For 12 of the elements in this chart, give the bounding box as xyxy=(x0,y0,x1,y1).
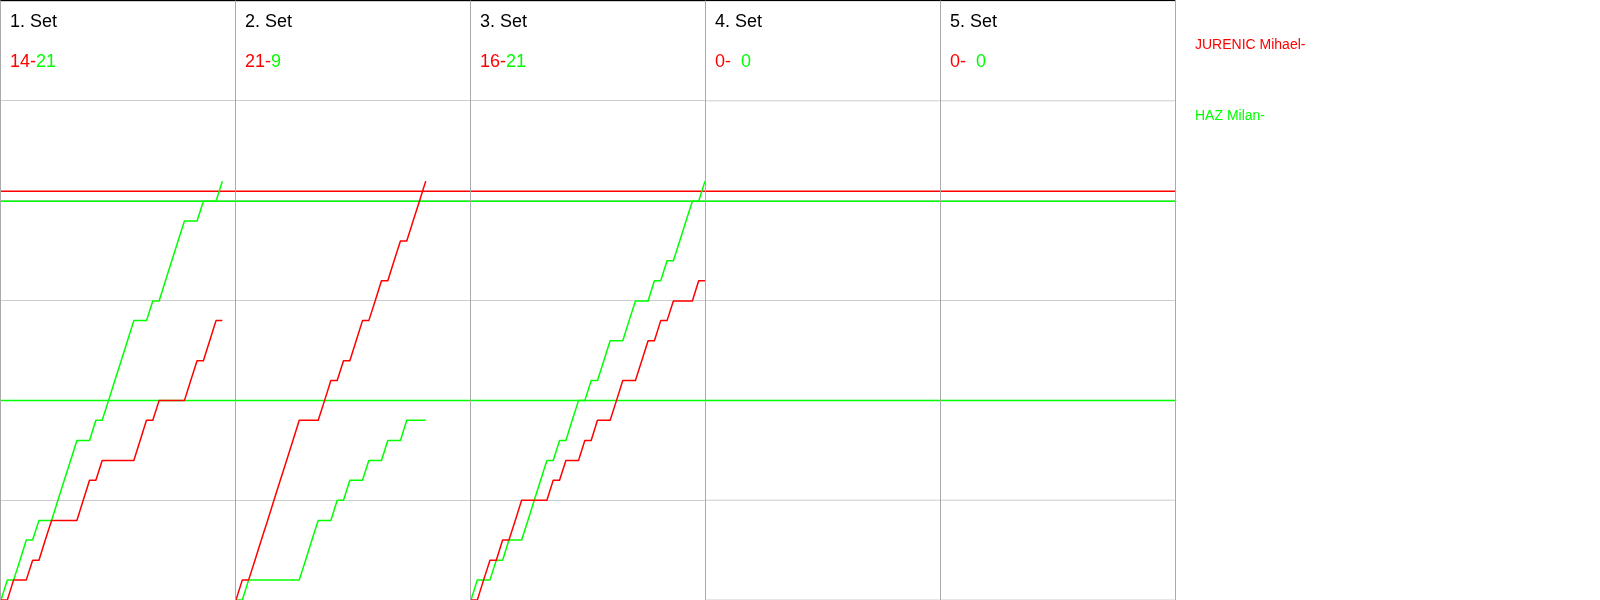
text: HAZ Milan- xyxy=(1195,107,1266,123)
text: 0- 0 xyxy=(715,51,752,71)
chart-subtitle: 21-9 xyxy=(245,51,282,71)
chart-title: 1. Set xyxy=(10,11,58,32)
chart-subtitle: 14-21 xyxy=(10,51,57,71)
chart-title: 3. Set xyxy=(480,11,528,32)
text: 5. Set xyxy=(950,11,998,32)
text: 0- 0 xyxy=(950,51,987,71)
chart-subtitle: 16-21 xyxy=(480,51,527,71)
text: 4. Set xyxy=(715,11,763,32)
text: JURENIC Mihael- xyxy=(1195,36,1306,52)
chart-title: 2. Set xyxy=(245,11,293,32)
